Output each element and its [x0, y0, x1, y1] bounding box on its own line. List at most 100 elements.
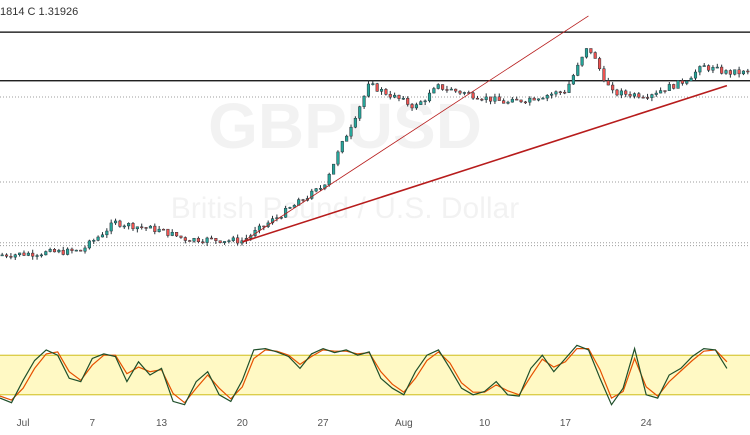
candle-body: [0, 254, 4, 257]
candle-body: [545, 95, 549, 99]
candle-body: [209, 237, 214, 240]
x-tick-label: 17: [560, 418, 572, 429]
candle-body: [227, 240, 231, 242]
candle-body: [314, 188, 318, 192]
candle-body: [270, 218, 275, 224]
x-tick-label: 10: [479, 418, 491, 429]
x-tick-label: 24: [641, 418, 653, 429]
candle-body: [358, 106, 362, 119]
candle-body: [135, 226, 139, 230]
candle-body: [484, 96, 488, 100]
candle-body: [489, 96, 493, 102]
candle-body: [118, 220, 122, 227]
x-tick-label: 7: [90, 418, 96, 429]
candle-body: [698, 66, 702, 73]
candle-body: [214, 238, 218, 241]
candle-body: [144, 227, 148, 229]
candle-body: [161, 228, 166, 231]
candle-body: [170, 231, 174, 236]
x-tick-label: 27: [318, 418, 330, 429]
candle-body: [44, 251, 48, 256]
candle-body: [35, 255, 39, 257]
candle-body: [183, 237, 187, 241]
candle-body: [61, 249, 65, 255]
stochastic-pane: [0, 344, 750, 406]
candle-body: [301, 199, 305, 201]
candle-body: [427, 92, 432, 102]
candle-body: [737, 69, 741, 75]
candle-body: [52, 249, 57, 253]
candles-layer: [0, 48, 750, 260]
candle-body: [257, 225, 261, 231]
ohlc-readout: 1814 C 1.31926: [0, 6, 78, 18]
candle-body: [454, 88, 458, 92]
candle-body: [589, 48, 593, 53]
candle-body: [580, 56, 584, 66]
candle-body: [432, 88, 436, 94]
candle-body: [414, 104, 418, 109]
candle-body: [528, 97, 532, 103]
candle-body: [510, 98, 514, 103]
candle-body: [567, 83, 571, 93]
candle-body: [523, 101, 527, 104]
candle-body: [153, 225, 157, 232]
candle-body: [157, 228, 161, 232]
candle-body: [105, 230, 109, 236]
candle-body: [558, 91, 562, 94]
candle-body: [70, 248, 74, 251]
candle-body: [445, 89, 449, 91]
candle-body: [576, 64, 580, 76]
candle-body: [83, 247, 87, 252]
candle-body: [619, 90, 623, 96]
candle-body: [550, 93, 554, 96]
candle-body: [196, 238, 200, 243]
candle-body: [122, 225, 126, 228]
candle-body: [127, 223, 131, 227]
candle-body: [611, 84, 615, 91]
candle-body: [615, 89, 619, 96]
candle-body: [288, 207, 292, 209]
candle-body: [689, 77, 693, 82]
candle-body: [340, 141, 344, 153]
candle-body: [536, 98, 541, 101]
candle-body: [109, 222, 113, 232]
trendline[interactable]: [242, 15, 589, 243]
candle-body: [602, 68, 606, 81]
trendline[interactable]: [242, 84, 728, 243]
candle-body: [179, 235, 183, 238]
candle-body: [318, 188, 323, 190]
candle-body: [384, 89, 388, 95]
candle-body: [680, 80, 684, 84]
candle-body: [493, 96, 497, 102]
candle-body: [66, 248, 70, 255]
candle-body: [401, 98, 405, 100]
candle-body: [506, 101, 510, 104]
drawings-layer: [242, 15, 728, 243]
candle-body: [18, 252, 22, 255]
candle-body: [292, 205, 296, 208]
candle-body: [375, 83, 379, 92]
candle-body: [419, 101, 423, 105]
candle-body: [541, 97, 545, 100]
candle-body: [571, 75, 575, 85]
x-tick-label: Aug: [395, 418, 413, 429]
candle-body: [497, 96, 501, 101]
candle-body: [148, 225, 152, 229]
candle-body: [441, 84, 445, 90]
watermark-symbol: GBPUSD: [208, 90, 482, 162]
candle-body: [39, 254, 43, 257]
candle-body: [140, 226, 144, 229]
candle-body: [641, 96, 645, 99]
candle-body: [366, 83, 371, 97]
candle-body: [223, 241, 227, 243]
candle-body: [4, 254, 9, 257]
candle-body: [449, 88, 453, 91]
candle-body: [632, 93, 636, 97]
candle-body: [436, 84, 440, 89]
candle-body: [462, 92, 466, 94]
candle-body: [584, 48, 589, 58]
candle-body: [96, 236, 100, 241]
candle-body: [345, 135, 349, 142]
candle-body: [332, 163, 336, 175]
